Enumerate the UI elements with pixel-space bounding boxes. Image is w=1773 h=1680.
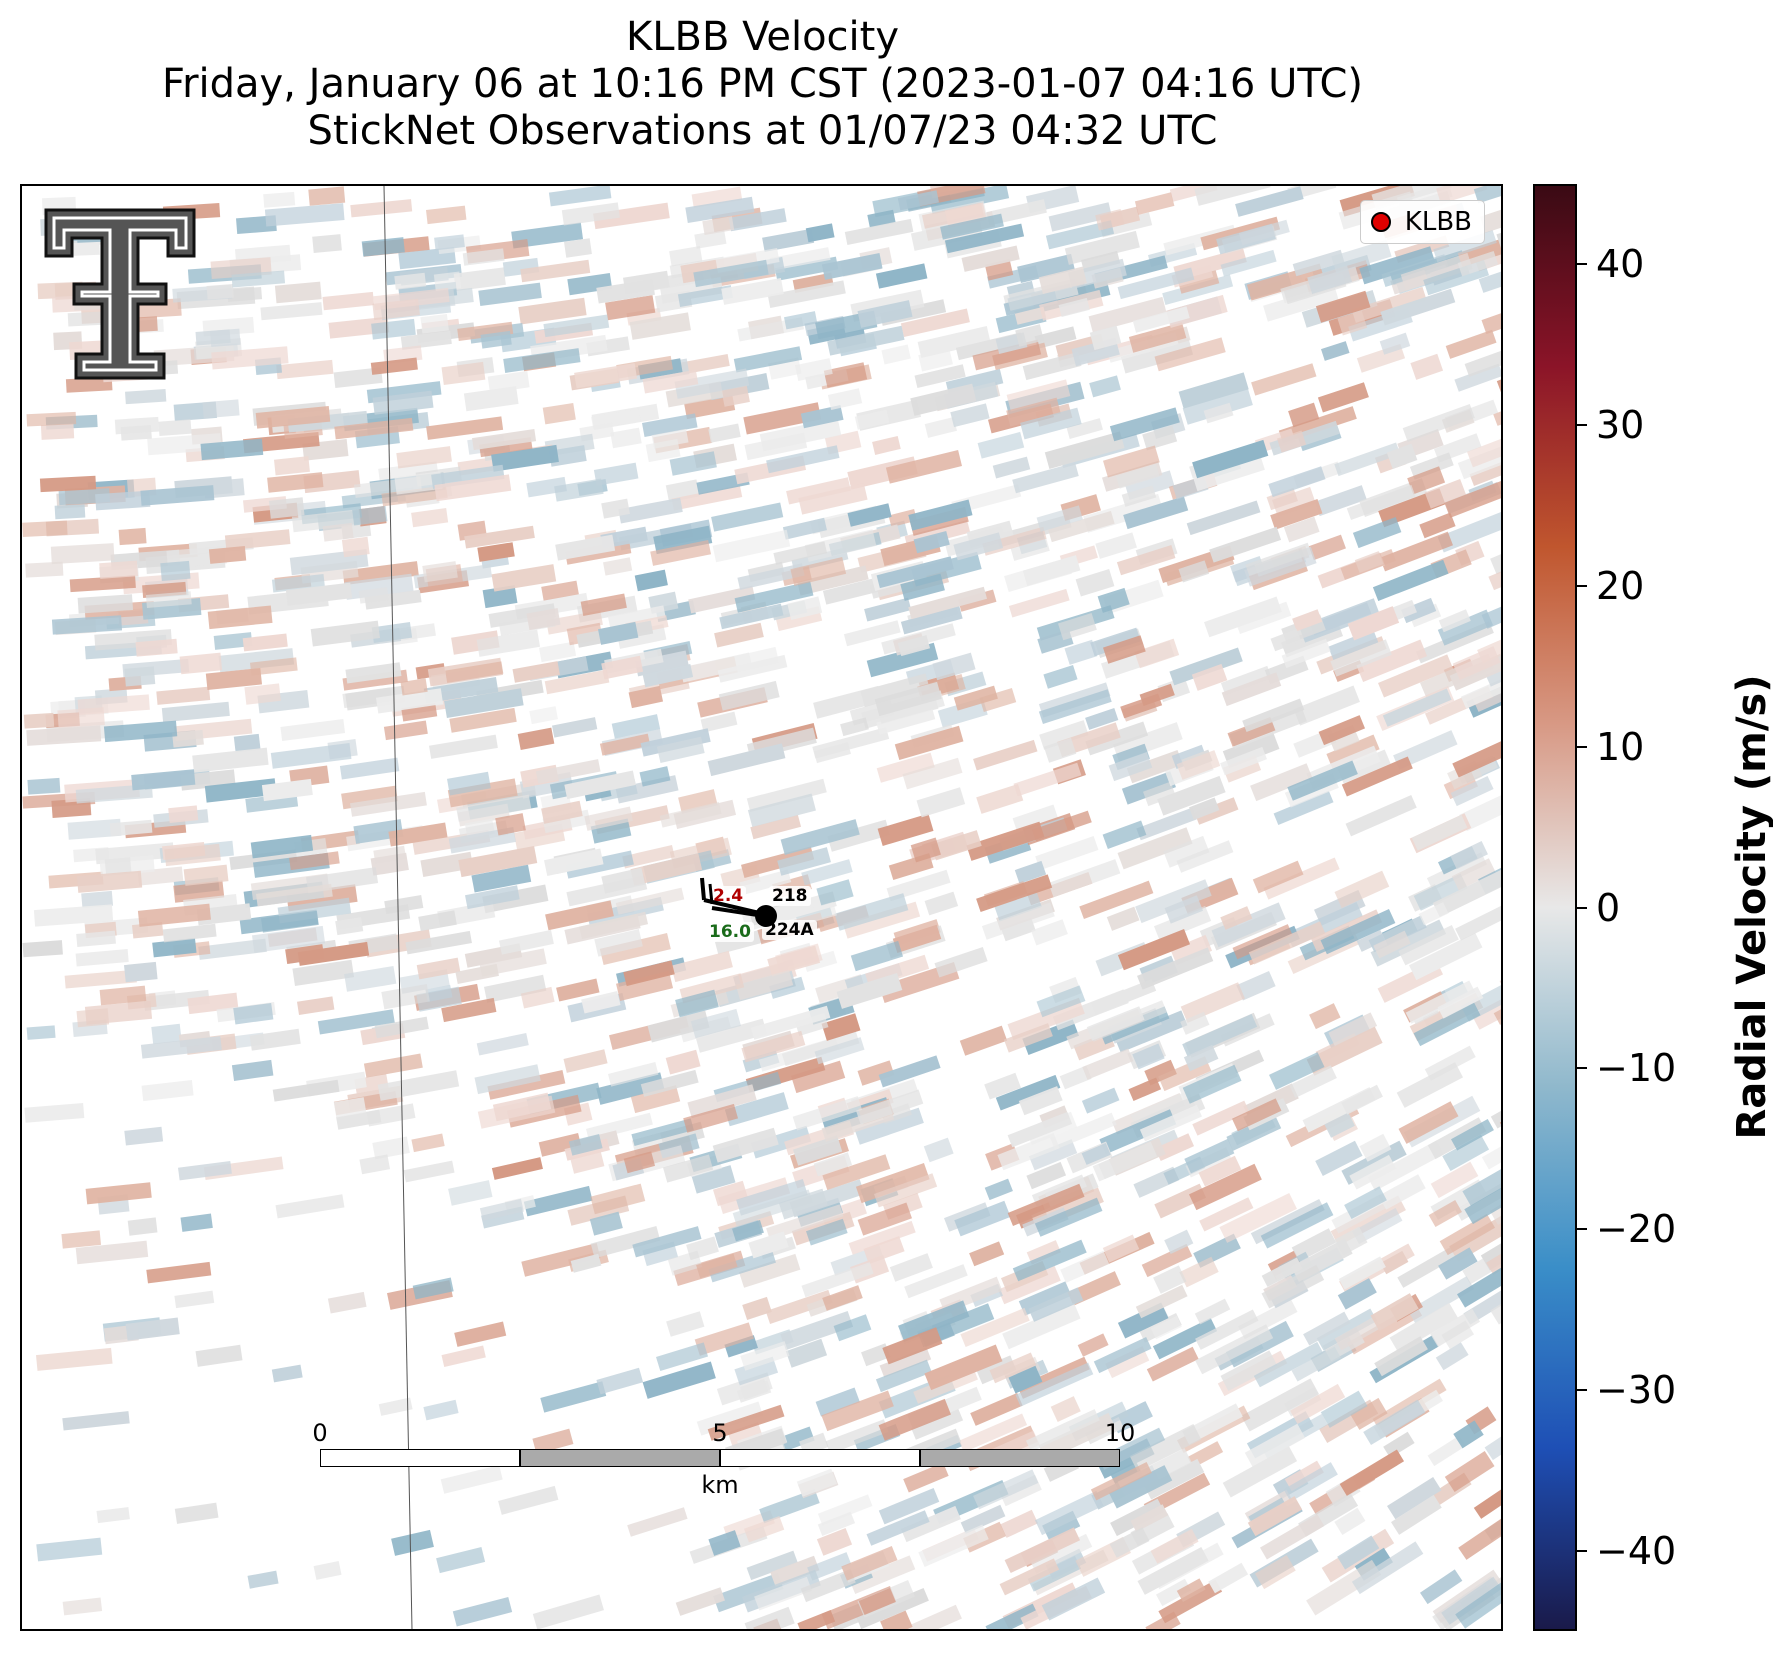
scale-segment [520,1449,720,1467]
station-id-224A: 224A [762,920,817,940]
colorbar-tick-label: 30 [1596,403,1645,448]
colorbar-tick-mark [1577,263,1587,266]
station-value-224A: 16.0 [706,922,754,942]
scale-segment [320,1449,520,1467]
station-id-218: 218 [769,886,811,906]
station-value-218: 2.4 [710,886,747,906]
scale-segment [720,1449,920,1467]
colorbar-tick-mark [1577,1388,1587,1391]
colorbar-tick-label: 40 [1596,242,1645,287]
map-legend: KLBB [1359,200,1485,244]
colorbar-tick-label: −30 [1596,1367,1677,1412]
colorbar [1533,184,1577,1631]
scale-tick-0: 0 [312,1419,328,1447]
radar-velocity-field [22,186,1501,1629]
scale-segment [920,1449,1120,1467]
colorbar-title: Radial Velocity (m/s) [1729,674,1773,1140]
texas-tech-double-t-logo [44,208,196,380]
title-line-1: KLBB Velocity [625,14,900,60]
colorbar-tick-label: 0 [1596,885,1621,930]
colorbar-tick-label: −40 [1596,1528,1677,1573]
figure-title: KLBB Velocity Friday, January 06 at 10:1… [20,14,1505,155]
scale-bar: 0 5 10 km [312,1405,1135,1499]
colorbar-tick-label: −20 [1596,1207,1677,1252]
colorbar-tick-mark [1577,584,1587,587]
colorbar-tick-mark [1577,1228,1587,1231]
klbb-marker-icon [1370,212,1391,232]
legend-label: KLBB [1404,207,1472,237]
colorbar-tick-mark [1577,424,1587,427]
county-boundary-line [383,186,413,1629]
radar-map[interactable]: KLBB 2.4 218 16.0 224A [20,184,1503,1631]
colorbar-tick-label: 10 [1596,724,1645,769]
title-line-2: Friday, January 06 at 10:16 PM CST (2023… [161,61,1363,107]
scale-tick-10: 10 [1104,1419,1136,1447]
colorbar-tick-mark [1577,1549,1587,1552]
colorbar-tick-mark [1577,745,1587,748]
title-line-3: StickNet Observations at 01/07/23 04:32 … [307,108,1218,154]
colorbar-tick-mark [1577,1067,1587,1070]
scale-unit: km [701,1471,739,1499]
wind-barb-icon [700,877,777,927]
scale-tick-5: 5 [712,1419,728,1447]
colorbar-tick-mark [1577,906,1587,909]
colorbar-tick-label: −10 [1596,1046,1677,1091]
colorbar-tick-label: 20 [1596,563,1645,608]
